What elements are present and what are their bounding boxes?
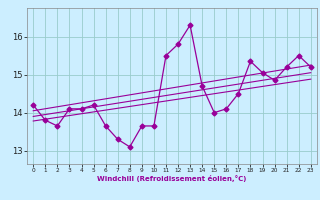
X-axis label: Windchill (Refroidissement éolien,°C): Windchill (Refroidissement éolien,°C) [97, 175, 247, 182]
